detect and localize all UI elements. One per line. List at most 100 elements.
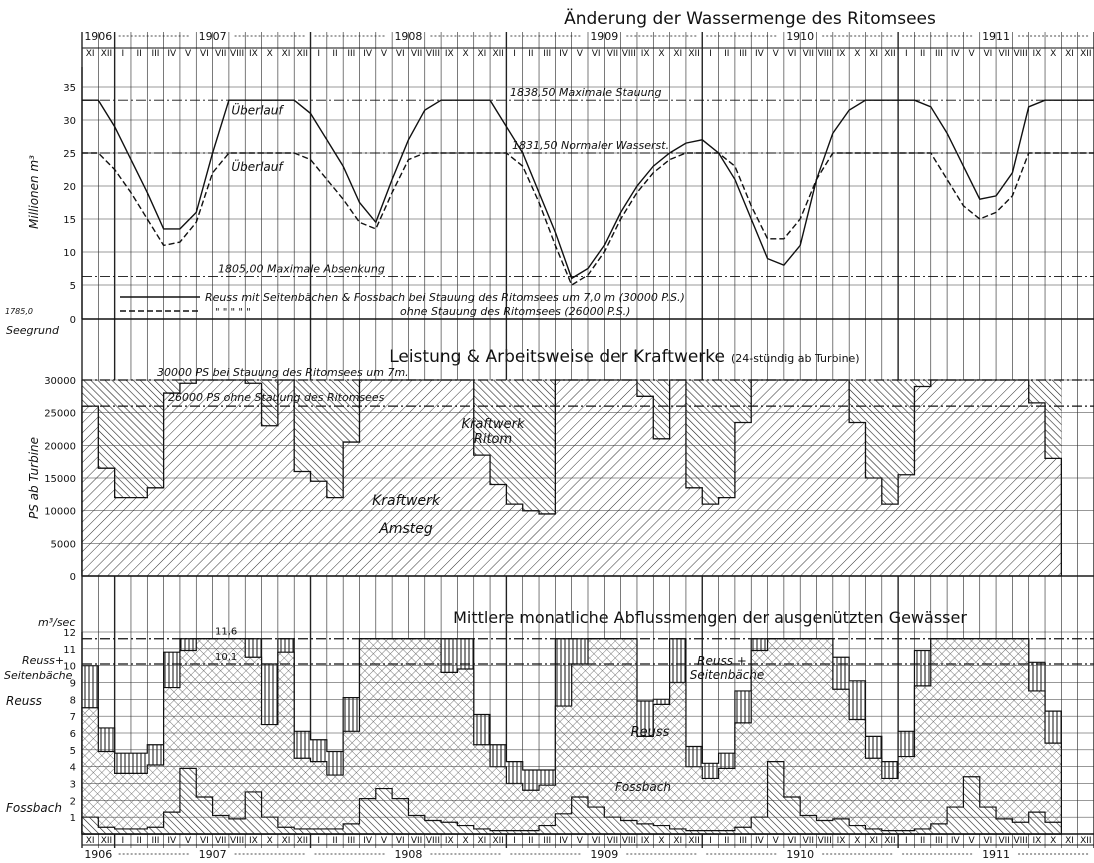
month-tick-label: III <box>347 49 355 59</box>
panel2-ylabel: PS ab Turbine <box>27 437 41 519</box>
panel3-ytick-label: 12 <box>63 628 76 639</box>
month-tick-label: XI <box>869 49 878 59</box>
month-tick-label: XII <box>297 836 308 846</box>
month-tick-label: III <box>543 49 551 59</box>
month-tick-label: V <box>773 49 780 59</box>
panel2-ytick-label: 5000 <box>51 539 76 550</box>
area-label-reuss: Reuss <box>631 725 670 740</box>
month-tick-label: V <box>968 49 975 59</box>
month-tick-label: X <box>267 49 273 59</box>
area-fossbach <box>81 761 1062 835</box>
panel2: 0 5000 10000 15000 20000 25000 30000 30000 PS b… <box>44 366 1094 583</box>
month-tick-label: XI <box>673 49 682 59</box>
year-label: 1907 <box>199 848 227 861</box>
month-tick-label: II <box>724 836 729 846</box>
month-tick-label: XII <box>688 836 699 846</box>
month-tick-label: VIII <box>818 49 832 59</box>
month-tick-label: VII <box>998 49 1009 59</box>
month-tick-label: IV <box>167 836 177 846</box>
series-with-storage-line <box>82 99 1094 280</box>
year-label: 1911 <box>982 848 1010 861</box>
panel2-ytick-label: 15000 <box>44 474 76 485</box>
month-tick-label: II <box>332 836 337 846</box>
month-tick-label: IX <box>249 836 258 846</box>
month-tick-label: II <box>528 49 533 59</box>
legend-solid-label: Reuss mit Seitenbächen & Fossbach bei St… <box>205 291 685 304</box>
panel1-level-label: 1831,50 Normaler Wasserst. <box>512 139 669 152</box>
month-tick-label: VI <box>983 49 992 59</box>
panel3-ytick-label: 4 <box>70 763 76 774</box>
month-tick-label: X <box>1050 836 1056 846</box>
panel1-ytick-label: 10 <box>63 248 76 259</box>
month-tick-label: VI <box>200 836 209 846</box>
legend-dashed-label: ohne Stauung des Ritomsees (26000 P.S.) <box>400 305 630 318</box>
panel2-ytick-label: 30000 <box>44 376 76 387</box>
year-label: 1908 <box>394 848 422 861</box>
month-tick-label: X <box>462 49 468 59</box>
panel2-level-label: 26000 PS ohne Stauung des Ritomsees <box>168 391 385 404</box>
month-tick-label: II <box>528 836 533 846</box>
month-tick-label: IX <box>1032 49 1041 59</box>
month-tick-label: VI <box>788 49 797 59</box>
month-tick-label: XI <box>477 49 486 59</box>
month-tick-label: I <box>513 49 516 59</box>
month-tick-label: I <box>317 49 320 59</box>
top-month-axis: XI XII I II III IV V VI VII VIII IX X XI XII I II III IV V… <box>82 30 1094 59</box>
month-tick-label: V <box>773 836 780 846</box>
year-label: 1909 <box>590 848 618 861</box>
month-tick-label: V <box>577 836 584 846</box>
month-tick-label: IV <box>363 836 373 846</box>
month-tick-label: VII <box>607 836 618 846</box>
month-tick-label: VI <box>396 49 405 59</box>
month-tick-label: XI <box>86 49 95 59</box>
month-tick-label: XII <box>101 836 112 846</box>
month-tick-label: IV <box>755 49 765 59</box>
month-tick-label: XII <box>884 836 895 846</box>
month-tick-label: II <box>920 49 925 59</box>
series-without-storage-line <box>82 152 1094 287</box>
area-reuss <box>81 638 1062 835</box>
month-tick-label: X <box>658 49 664 59</box>
month-tick-label: I <box>513 836 516 846</box>
month-tick-label: XI <box>869 836 878 846</box>
panel1-ytick-label: 20 <box>63 182 76 193</box>
month-tick-label: IX <box>641 49 650 59</box>
month-tick-label: III <box>935 836 943 846</box>
panel3-level-label: 10,1 <box>215 652 237 663</box>
panel3-ytick-label: 11 <box>63 645 76 656</box>
month-tick-label: VII <box>215 836 226 846</box>
month-tick-label: II <box>920 836 925 846</box>
month-tick-label: IV <box>559 836 569 846</box>
month-tick-label: XI <box>282 836 291 846</box>
month-tick-label: VI <box>592 836 601 846</box>
panel3-ytick-label: 5 <box>70 746 76 757</box>
month-tick-label: X <box>267 836 273 846</box>
panel3-ytick-label: 3 <box>70 780 76 791</box>
month-tick-label: I <box>905 836 908 846</box>
panel2-title-text: Leistung & Arbeitsweise der Kraftwerke <box>389 347 725 367</box>
month-tick-label: IX <box>641 836 650 846</box>
month-tick-label: III <box>739 836 747 846</box>
month-tick-label: XII <box>492 836 503 846</box>
month-tick-label: XII <box>101 49 112 59</box>
month-tick-label: X <box>462 836 468 846</box>
panel3-ytick-label: 7 <box>70 712 76 723</box>
legend-ditto: " " " " " <box>215 307 251 318</box>
panel2-ytick-label: 20000 <box>44 441 76 452</box>
panel1-zero-sublabel: Seegrund <box>6 324 60 337</box>
panel3-ytick-label: 6 <box>70 729 76 740</box>
month-tick-label: VIII <box>230 49 244 59</box>
month-tick-label: XI <box>86 836 95 846</box>
side-label-reuss-plus: Reuss+ <box>22 654 64 667</box>
panel3-ylabel: m³/sec <box>38 616 75 629</box>
month-tick-label: V <box>185 836 192 846</box>
side-label-seitenbaeche: Seitenbäche <box>4 669 73 682</box>
panel3-ytick-label: 8 <box>70 695 76 706</box>
month-tick-label: IX <box>837 836 846 846</box>
month-tick-label: XI <box>673 836 682 846</box>
month-tick-label: XII <box>884 49 895 59</box>
month-tick-label: XI <box>1065 49 1074 59</box>
month-tick-label: XI <box>1065 836 1074 846</box>
